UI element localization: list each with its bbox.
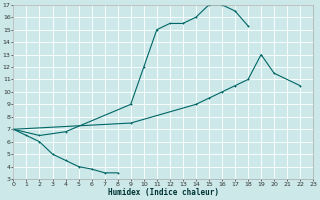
X-axis label: Humidex (Indice chaleur): Humidex (Indice chaleur) [108,188,219,197]
